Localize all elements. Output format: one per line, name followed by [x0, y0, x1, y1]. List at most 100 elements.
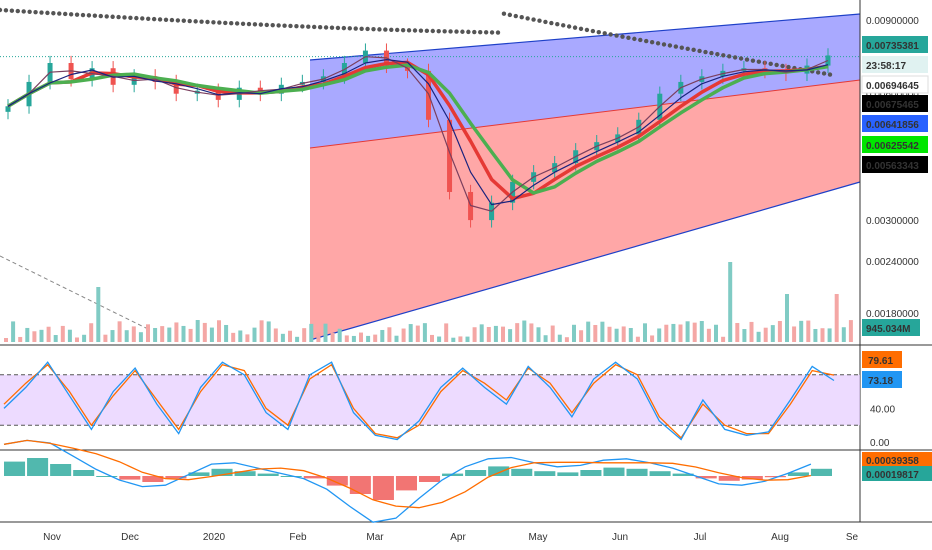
y-axis-tick-label: 0.00900000	[866, 16, 919, 27]
macd-histogram-bar	[764, 476, 786, 478]
macd-histogram-bar	[603, 467, 625, 476]
rsi-badge	[862, 351, 902, 368]
price-badge	[862, 115, 928, 132]
sma-dot	[74, 12, 80, 17]
rsi-badge	[862, 371, 902, 388]
sma-dot	[436, 28, 441, 34]
volume-bar	[770, 325, 775, 342]
volume-bar	[813, 328, 818, 342]
macd-histogram-bar	[649, 471, 671, 476]
sma-dot	[110, 14, 115, 19]
volume-bar	[515, 323, 520, 342]
sma-dot	[306, 24, 311, 29]
volume-bar	[501, 326, 505, 342]
macd-histogram-bar	[4, 461, 26, 476]
sma-dot	[317, 24, 323, 30]
volume-bar	[231, 332, 236, 342]
sma-dot	[134, 15, 139, 21]
volume-bar	[820, 328, 825, 342]
sma-dot	[395, 27, 400, 33]
sma-dot	[667, 43, 673, 48]
sma-dot	[483, 30, 489, 35]
volume-bar	[572, 324, 576, 342]
sma-dot	[649, 39, 655, 45]
sma-dot	[727, 54, 732, 59]
volume-bar	[4, 338, 8, 342]
macd-histogram-bar	[718, 476, 740, 481]
volume-bar	[664, 324, 669, 342]
volume-bar	[174, 322, 179, 342]
sma-dot	[282, 23, 287, 28]
price-badge-label: 23:58:17	[866, 61, 906, 72]
volume-bar	[82, 334, 87, 342]
volume-bar	[699, 321, 704, 342]
macd-badge	[862, 452, 932, 467]
volume-bar	[479, 324, 484, 342]
macd-histogram-bar	[787, 472, 809, 476]
sma-dot	[697, 48, 702, 54]
x-axis-tick-label: Mar	[366, 532, 384, 543]
sma-dot	[566, 24, 572, 29]
sma-dot	[732, 55, 738, 60]
sma-dot	[151, 16, 157, 22]
x-axis-tick-label: 2020	[203, 532, 226, 543]
sma-dot	[555, 22, 560, 27]
price-badge	[861, 75, 929, 94]
rsi-axis-label: 0.00	[870, 438, 890, 449]
sma-dot	[572, 25, 578, 30]
sma-dot	[513, 13, 518, 19]
volume-bar	[415, 325, 420, 342]
volume-bar	[309, 323, 314, 342]
volume-bar	[195, 320, 200, 342]
sma-dot	[92, 13, 98, 18]
volume-bar	[486, 326, 491, 342]
macd-histogram-bar	[511, 468, 533, 476]
volume-bar	[628, 327, 633, 342]
macd-histogram-bar	[50, 464, 72, 476]
price-badge-label: 0.00563343	[866, 161, 919, 172]
macd-histogram-bar	[672, 473, 694, 476]
sma-dot	[549, 20, 554, 26]
x-axis-tick-label: Jul	[694, 532, 707, 543]
sma-dot	[240, 21, 246, 26]
volume-bar	[266, 321, 271, 342]
candle-body	[447, 119, 453, 192]
sma-dot	[45, 10, 50, 16]
sma-dot	[51, 11, 56, 16]
sma-dot	[418, 28, 424, 33]
volume-bar	[209, 327, 214, 342]
sma-dot	[478, 29, 483, 35]
sma-dot	[489, 30, 495, 35]
x-axis-tick-label: Feb	[289, 532, 307, 543]
sma-dot	[448, 29, 453, 34]
sma-dot	[63, 11, 68, 17]
sma-dot	[412, 28, 418, 33]
sma-dot	[199, 19, 204, 24]
volume-bar	[53, 335, 58, 342]
sma-dot	[312, 24, 317, 30]
price-badge	[862, 95, 928, 112]
volume-bar	[295, 336, 300, 342]
volume-bar	[422, 323, 427, 342]
volume-bar	[67, 329, 72, 342]
volume-bar	[323, 323, 328, 342]
macd-histogram-bar	[626, 468, 648, 476]
sma-dot	[537, 18, 542, 23]
volume-bar	[692, 322, 697, 342]
macd-histogram-bar	[695, 476, 717, 479]
macd-histogram-bar	[188, 472, 210, 476]
x-axis-tick-label: Aug	[771, 532, 789, 543]
sma-dot	[294, 24, 299, 29]
rsi-badge-label: 73.18	[868, 376, 893, 387]
sma-dot	[146, 16, 151, 21]
volume-bar	[437, 336, 442, 342]
volume-bar	[600, 321, 605, 342]
volume-bar	[138, 332, 143, 342]
sma-dot	[430, 28, 435, 34]
volume-bar	[465, 336, 470, 342]
sma-dot	[205, 19, 210, 25]
macd-histogram-bar	[27, 458, 49, 476]
volume-bar	[749, 321, 754, 342]
